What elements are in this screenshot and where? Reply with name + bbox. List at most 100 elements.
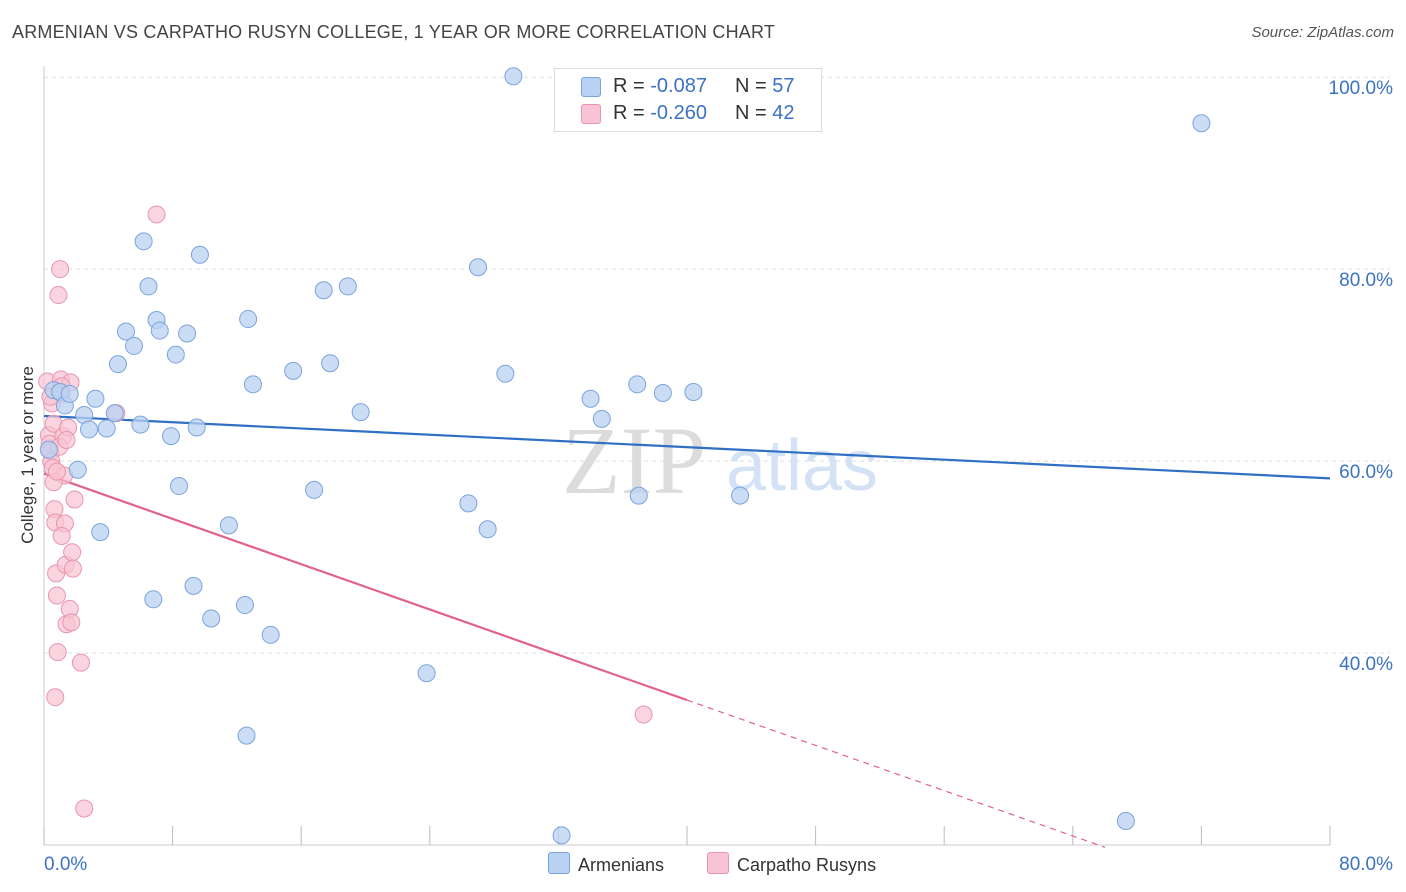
- y-tick-label: 80.0%: [1339, 270, 1393, 291]
- point-rusyns: [65, 490, 84, 509]
- point-armenians: [305, 480, 324, 499]
- point-armenians: [144, 590, 163, 609]
- trend-lines: [43, 414, 1331, 848]
- point-armenians: [552, 826, 571, 845]
- point-rusyns: [62, 613, 81, 632]
- point-armenians: [478, 520, 497, 539]
- point-armenians: [417, 664, 436, 683]
- point-armenians: [108, 355, 127, 374]
- point-rusyns: [71, 653, 90, 672]
- watermark: ZIP atlas: [562, 407, 878, 514]
- legend-r-armenians: -0.087: [650, 75, 707, 97]
- point-armenians: [60, 384, 79, 403]
- bottom-legend-rusyns[interactable]: Carpatho Rusyns: [707, 852, 876, 876]
- x-tick-label: 80.0%: [1339, 854, 1393, 875]
- y-axis-label: College, 1 year or more: [18, 366, 37, 544]
- point-rusyns: [51, 260, 70, 279]
- point-armenians: [105, 404, 124, 423]
- point-armenians: [314, 281, 333, 300]
- legend-n-rusyns: 42: [772, 102, 795, 124]
- point-armenians: [459, 494, 478, 513]
- point-armenians: [1192, 114, 1211, 133]
- point-armenians: [161, 427, 180, 446]
- y-tick-label: 40.0%: [1339, 654, 1393, 675]
- point-rusyns: [63, 559, 82, 578]
- legend-n-label: N =: [735, 75, 767, 97]
- point-armenians: [684, 382, 703, 401]
- point-armenians: [184, 576, 203, 595]
- point-armenians: [235, 596, 254, 615]
- series-armenians: [39, 67, 1211, 845]
- legend-label-armenians: Armenians: [578, 855, 665, 875]
- legend-swatch-rusyns: [707, 852, 729, 874]
- point-armenians: [237, 726, 256, 745]
- point-rusyns: [46, 688, 65, 707]
- bottom-legend-armenians[interactable]: Armenians: [548, 852, 664, 876]
- point-armenians: [653, 383, 672, 402]
- point-armenians: [504, 67, 523, 86]
- legend-r-label: R =: [613, 75, 645, 97]
- point-armenians: [187, 418, 206, 437]
- point-armenians: [134, 232, 153, 251]
- point-rusyns: [63, 543, 82, 562]
- point-armenians: [351, 403, 370, 422]
- point-armenians: [1116, 812, 1135, 831]
- point-rusyns: [57, 430, 76, 449]
- y-tick-label: 60.0%: [1339, 462, 1393, 483]
- point-armenians: [170, 477, 189, 496]
- legend-n-armenians: 57: [772, 75, 795, 97]
- point-armenians: [131, 415, 150, 434]
- point-armenians: [496, 364, 515, 383]
- trendline-rusyns-extension: [686, 699, 1106, 848]
- point-rusyns: [75, 799, 94, 818]
- point-armenians: [80, 420, 99, 439]
- point-armenians: [338, 277, 357, 296]
- gridlines: [44, 76, 1390, 654]
- source-credit: Source: ZipAtlas.com: [1251, 24, 1394, 41]
- y-tick-label: 100.0%: [1329, 78, 1394, 99]
- point-armenians: [150, 321, 169, 340]
- point-armenians: [68, 460, 87, 479]
- trendline-rusyns: [43, 472, 688, 702]
- tick-labels: 100.0% 80.0% 60.0% 40.0% 0.0% 80.0%: [44, 78, 1393, 875]
- point-armenians: [321, 354, 340, 373]
- point-armenians: [261, 625, 280, 644]
- point-armenians: [628, 375, 647, 394]
- point-armenians: [166, 345, 185, 364]
- point-rusyns: [47, 462, 66, 481]
- point-rusyns: [49, 286, 68, 305]
- point-rusyns: [147, 205, 166, 224]
- trendline-armenians: [43, 414, 1331, 480]
- legend-row-armenians: R = -0.087 N = 57: [555, 73, 821, 101]
- point-armenians: [284, 361, 303, 380]
- point-armenians: [178, 324, 197, 343]
- point-armenians: [731, 486, 750, 505]
- point-rusyns: [52, 526, 71, 545]
- point-armenians: [469, 258, 488, 277]
- x-tick-label: 0.0%: [44, 854, 87, 875]
- point-rusyns: [47, 586, 66, 605]
- legend-row-rusyns: R = -0.260 N = 42: [555, 100, 821, 128]
- point-armenians: [86, 389, 105, 408]
- point-armenians: [243, 375, 262, 394]
- point-armenians: [219, 516, 238, 535]
- legend-r-label: R =: [613, 102, 645, 124]
- point-armenians: [116, 322, 135, 341]
- point-armenians: [97, 419, 116, 438]
- legend-label-rusyns: Carpatho Rusyns: [737, 855, 877, 875]
- legend-swatch-armenians: [548, 852, 570, 874]
- point-armenians: [581, 389, 600, 408]
- point-armenians: [202, 609, 221, 628]
- point-armenians: [629, 486, 648, 505]
- legend-swatch-rusyns: [581, 104, 601, 124]
- point-rusyns: [634, 705, 653, 724]
- watermark-atlas: atlas: [726, 426, 878, 506]
- point-armenians: [592, 409, 611, 428]
- chart-title: ARMENIAN VS CARPATHO RUSYN COLLEGE, 1 YE…: [12, 22, 776, 42]
- legend-swatch-armenians: [581, 77, 601, 97]
- legend-n-label: N =: [735, 102, 767, 124]
- legend-r-rusyns: -0.260: [650, 102, 707, 124]
- point-armenians: [39, 440, 58, 459]
- point-armenians: [239, 310, 258, 329]
